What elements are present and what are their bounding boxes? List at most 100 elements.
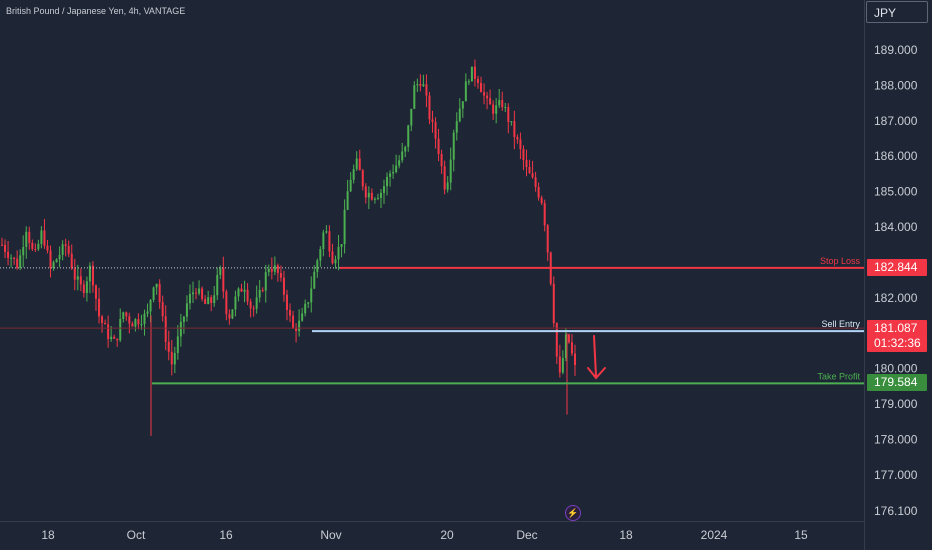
candle-body bbox=[49, 250, 52, 269]
candle-body bbox=[373, 198, 376, 200]
candle-body bbox=[152, 287, 155, 300]
candle-body bbox=[446, 182, 449, 190]
candle-body bbox=[46, 245, 49, 251]
candle-body bbox=[416, 84, 419, 86]
candle-body bbox=[343, 209, 346, 245]
candle-body bbox=[455, 121, 458, 133]
candle-body bbox=[331, 251, 334, 264]
candle-body bbox=[407, 125, 410, 147]
candle-body bbox=[392, 172, 395, 174]
candle-body bbox=[4, 244, 7, 252]
candle-body bbox=[489, 98, 492, 105]
candle-body bbox=[88, 265, 91, 282]
candle-body bbox=[501, 100, 504, 108]
candle-body bbox=[528, 166, 531, 174]
price-axis-tick: 185.000 bbox=[874, 185, 918, 199]
time-axis-border bbox=[0, 521, 864, 522]
price-axis-tick: 177.000 bbox=[874, 468, 918, 482]
candle-body bbox=[213, 295, 216, 303]
candle-body bbox=[119, 318, 122, 341]
candle-body bbox=[70, 253, 73, 269]
candle-body bbox=[273, 265, 276, 272]
candle-body bbox=[55, 259, 58, 263]
price-axis-tick: 184.000 bbox=[874, 220, 918, 234]
candle-body bbox=[346, 191, 349, 210]
candle-body bbox=[176, 336, 179, 353]
candle-body bbox=[116, 338, 119, 341]
candle-body bbox=[425, 84, 428, 96]
candle-body bbox=[276, 265, 279, 274]
candle-body bbox=[222, 267, 225, 292]
candle-body bbox=[464, 81, 467, 102]
take-profit-label: Take Profit bbox=[817, 371, 860, 381]
candle-body bbox=[537, 186, 540, 198]
candle-body bbox=[264, 272, 267, 291]
candle-body bbox=[279, 273, 282, 278]
candle-body bbox=[167, 341, 170, 352]
candle-body bbox=[195, 292, 198, 294]
price-axis-tick: 188.000 bbox=[874, 78, 918, 92]
candle-body bbox=[513, 121, 516, 137]
candle-body bbox=[179, 321, 182, 337]
candle-body bbox=[231, 309, 234, 319]
candle-body bbox=[525, 160, 528, 167]
candle-body bbox=[383, 186, 385, 193]
candle-body bbox=[531, 173, 534, 178]
candle-body bbox=[37, 243, 40, 250]
candle-body bbox=[574, 353, 576, 366]
price-axis-tick: 189.000 bbox=[874, 43, 918, 57]
stop-loss-label: Stop Loss bbox=[820, 256, 861, 266]
candle-body bbox=[143, 313, 146, 325]
candle-body bbox=[355, 158, 358, 170]
candle-body bbox=[210, 297, 213, 303]
lightning-icon[interactable]: ⚡ bbox=[565, 505, 581, 521]
candle-body bbox=[43, 230, 46, 246]
candle-body bbox=[567, 334, 570, 343]
candle-body bbox=[461, 101, 464, 109]
candle-body bbox=[7, 251, 10, 258]
candle-body bbox=[428, 95, 431, 120]
candle-body bbox=[443, 166, 446, 190]
price-axis-tick: 186.000 bbox=[874, 149, 918, 163]
candle-body bbox=[228, 314, 231, 319]
currency-button[interactable]: JPY bbox=[866, 1, 928, 23]
candle-body bbox=[364, 186, 367, 198]
candle-body bbox=[486, 95, 489, 99]
candle-body bbox=[510, 121, 513, 123]
candle-body bbox=[304, 303, 307, 314]
candle-body bbox=[125, 312, 128, 317]
candle-body bbox=[1, 244, 3, 246]
candle-body bbox=[19, 255, 22, 268]
candle-body bbox=[243, 289, 246, 292]
candle-body bbox=[298, 320, 301, 331]
candle-body bbox=[313, 271, 316, 289]
candle-body bbox=[267, 268, 270, 273]
time-axis-tick: 20 bbox=[440, 528, 454, 542]
candle-body bbox=[110, 336, 113, 340]
candle-body bbox=[13, 257, 16, 259]
candle-body bbox=[237, 288, 240, 297]
candle-body bbox=[58, 254, 61, 260]
candle-body bbox=[246, 289, 249, 302]
candle-body bbox=[122, 312, 125, 319]
candle-body bbox=[16, 258, 19, 268]
candle-body bbox=[534, 177, 537, 187]
candle-body bbox=[155, 283, 158, 288]
candle-body bbox=[552, 283, 555, 324]
candle-body bbox=[410, 108, 413, 126]
candle-body bbox=[398, 160, 401, 166]
candle-body bbox=[555, 323, 558, 357]
candle-body bbox=[94, 285, 97, 299]
time-axis-tick: Oct bbox=[127, 528, 146, 542]
candle-body bbox=[22, 246, 25, 256]
candle-body bbox=[137, 319, 140, 325]
candle-body bbox=[379, 192, 382, 198]
candle-body bbox=[76, 276, 79, 280]
candle-body bbox=[258, 289, 261, 298]
candle-body bbox=[252, 308, 255, 310]
candle-body bbox=[289, 309, 292, 316]
candle-body bbox=[91, 265, 94, 286]
candle-body bbox=[367, 192, 370, 198]
